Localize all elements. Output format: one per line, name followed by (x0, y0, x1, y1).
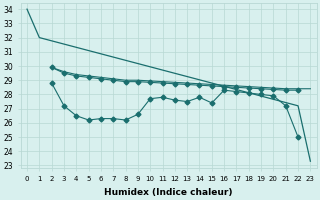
X-axis label: Humidex (Indice chaleur): Humidex (Indice chaleur) (104, 188, 233, 197)
